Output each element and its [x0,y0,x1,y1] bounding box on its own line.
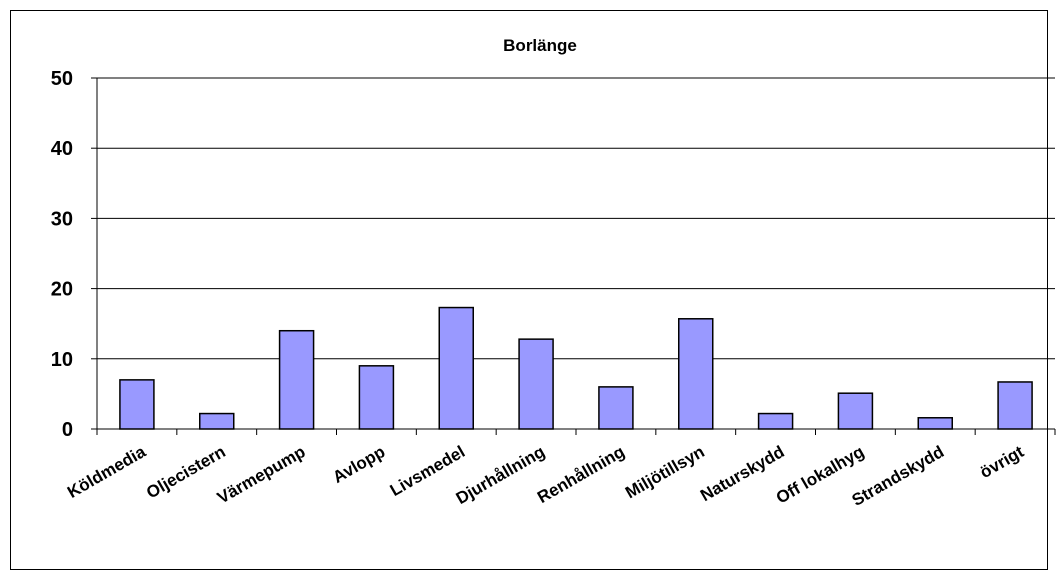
x-tick-label: Miljötillsyn [622,442,708,502]
bar [598,386,634,430]
bar [199,412,235,430]
bar [997,381,1033,430]
y-tick-label: 10 [51,349,73,371]
y-axis: 0 10 20 30 40 50 [51,68,98,441]
y-tick-label: 50 [51,68,73,90]
x-tick-label: Värmepump [214,442,309,508]
y-tick-label: 30 [51,208,73,230]
x-tick-label: övrigt [977,442,1028,482]
gridlines [97,77,1055,360]
x-tick-label: Avlopp [330,442,389,487]
y-tick-label: 40 [51,138,73,160]
bar [837,392,874,430]
chart-frame [10,10,1048,570]
bar [678,318,714,430]
bar [119,379,155,430]
bar [757,412,794,430]
bar [358,365,395,430]
chart-title: Borlänge [503,36,577,55]
y-tick-label: 20 [51,279,73,301]
bar [518,338,554,430]
bar [278,329,315,430]
x-tick-label: Köldmedia [64,442,149,502]
bar [438,306,474,430]
bar [917,417,953,430]
x-tick-label: Renhållning [534,442,628,507]
bars [119,306,1033,430]
x-tick-label: Djurhållning [453,442,548,508]
y-tick-label: 0 [62,419,73,441]
x-tick-label: Naturskydd [697,442,788,505]
